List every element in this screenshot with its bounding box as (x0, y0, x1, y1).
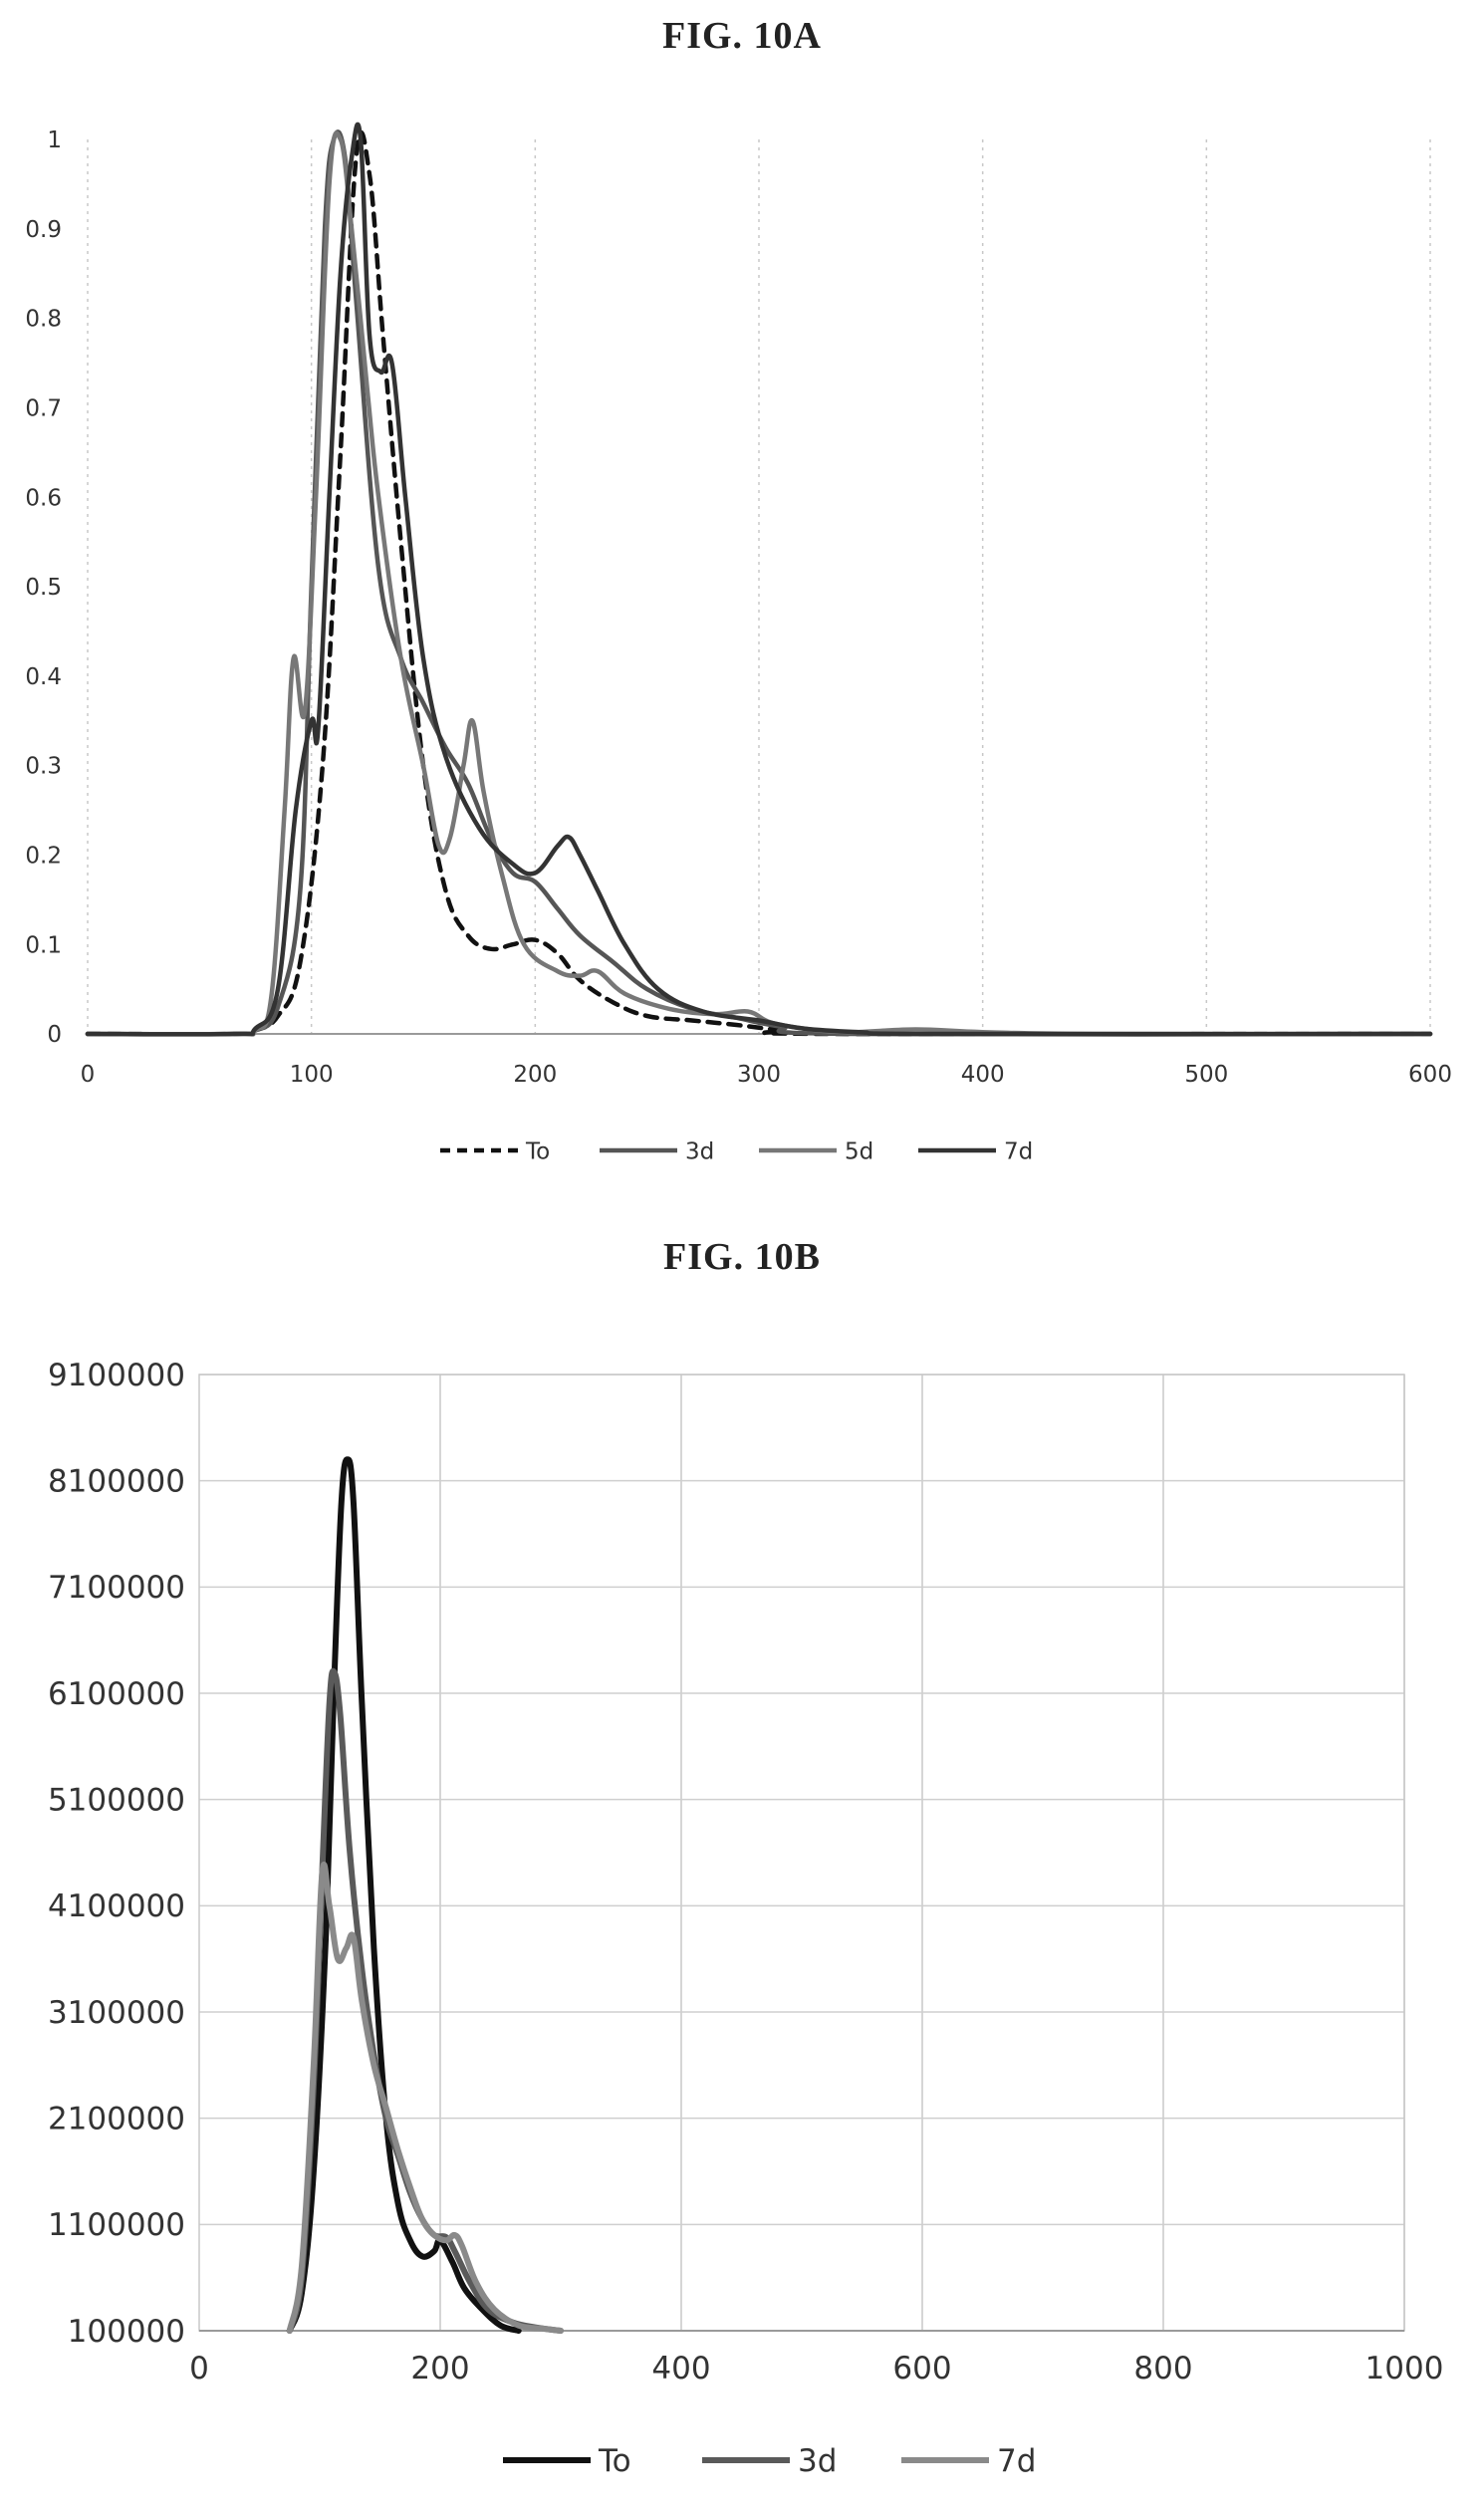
legend-label: To (598, 2443, 631, 2479)
figure-10b-title: FIG. 10B (663, 1236, 821, 1278)
legend-label: 3d (685, 1138, 714, 1164)
y-tick-label: 0.1 (25, 932, 62, 958)
legend: To 3d 5d 7d (440, 1138, 1033, 1164)
legend-label: 7d (997, 2443, 1036, 2479)
chart-10b: 0 200 400 600 800 1000 100000 1100000 2100000 310… (48, 1358, 1444, 2479)
figure-10a-title: FIG. 10A (662, 15, 822, 57)
y-tick-label: 7100000 (48, 1570, 185, 1606)
y-tick-label: 0.5 (25, 575, 62, 601)
legend-item-7d: 7d (918, 1138, 1033, 1164)
grid-lines (198, 1374, 1405, 2332)
y-tick-label: 1 (47, 127, 62, 153)
x-tick-label: 800 (1133, 2351, 1192, 2387)
x-tick-label: 0 (81, 1062, 96, 1088)
x-tick-label: 200 (513, 1062, 557, 1088)
series-line-7d (286, 1862, 564, 2334)
x-tick-label: 0 (189, 2351, 209, 2387)
x-tick-label: 400 (961, 1062, 1005, 1088)
tick-labels: 0 100 200 300 400 500 600 0 0.1 0.2 0.3 0.4 0.5 0.6 0.… (25, 127, 1452, 1088)
legend-item-to: To (440, 1138, 550, 1164)
legend-item-3d: 3d (702, 2443, 837, 2479)
x-tick-label: 500 (1184, 1062, 1228, 1088)
y-tick-label: 0.4 (25, 664, 62, 690)
y-tick-label: 0.3 (25, 754, 62, 780)
legend-label: To (525, 1138, 550, 1164)
series-line-7d (85, 122, 1433, 1037)
chart-10a: 0 100 200 300 400 500 600 0 0.1 0.2 0.3 0.4 0.5 0.6 0.… (25, 122, 1452, 1164)
y-tick-label: 0 (47, 1022, 62, 1048)
series-group (286, 1456, 564, 2334)
y-tick-label: 0.7 (25, 395, 62, 421)
y-tick-label: 0.6 (25, 485, 62, 511)
x-tick-label: 400 (651, 2351, 710, 2387)
y-tick-label: 0.9 (25, 217, 62, 243)
y-tick-label: 1100000 (48, 2207, 185, 2243)
legend-item-5d: 5d (759, 1138, 873, 1164)
series-line-to (286, 1456, 522, 2334)
legend-item-to: To (503, 2443, 631, 2479)
y-tick-label: 100000 (68, 2314, 185, 2350)
x-tick-label: 300 (737, 1062, 781, 1088)
y-tick-label: 3100000 (48, 1995, 185, 2031)
legend-label: 3d (798, 2443, 837, 2479)
y-tick-label: 9100000 (48, 1358, 185, 1393)
x-tick-label: 600 (1408, 1062, 1452, 1088)
x-tick-label: 1000 (1365, 2351, 1444, 2387)
legend-item-3d: 3d (600, 1138, 714, 1164)
y-tick-label: 2100000 (48, 2102, 185, 2137)
y-tick-label: 6100000 (48, 1676, 185, 1712)
plot-frame (198, 1374, 1405, 2332)
legend: To 3d 7d (503, 2443, 1036, 2479)
legend-item-7d: 7d (901, 2443, 1036, 2479)
x-tick-label: 600 (892, 2351, 951, 2387)
y-tick-label: 0.8 (25, 307, 62, 333)
tick-labels: 0 200 400 600 800 1000 100000 1100000 2100000 310… (48, 1358, 1444, 2387)
y-tick-label: 5100000 (48, 1783, 185, 1819)
legend-label: 5d (845, 1138, 873, 1164)
x-tick-label: 200 (410, 2351, 469, 2387)
y-tick-label: 4100000 (48, 1888, 185, 1924)
x-tick-label: 100 (290, 1062, 334, 1088)
series-group (85, 122, 1433, 1037)
y-tick-label: 8100000 (48, 1464, 185, 1500)
y-tick-label: 0.2 (25, 843, 62, 869)
legend-label: 7d (1004, 1138, 1033, 1164)
